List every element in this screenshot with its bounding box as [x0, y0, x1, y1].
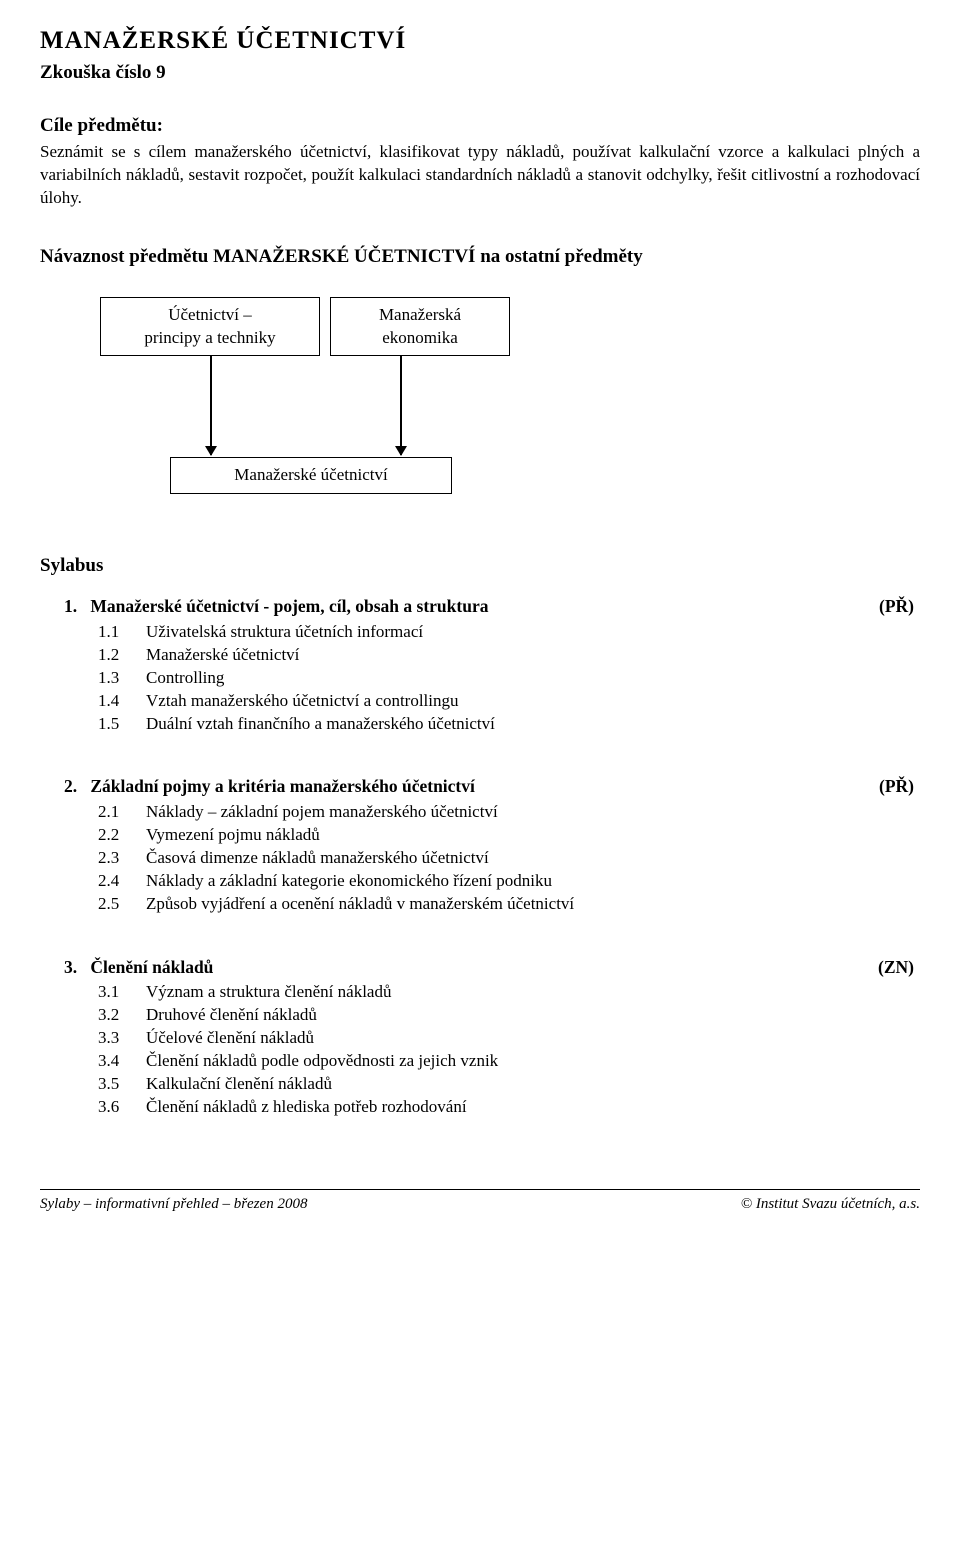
sylabus-subitem-num: 2.4 — [98, 870, 146, 893]
sylabus-section-tag: (ZN) — [878, 956, 920, 980]
diagram-node-b-line2: ekonomika — [382, 328, 458, 347]
sylabus-subitem-text: Druhové členění nákladů — [146, 1004, 920, 1027]
sylabus-subitem-text: Kalkulační členění nákladů — [146, 1073, 920, 1096]
sylabus-subitem-num: 3.4 — [98, 1050, 146, 1073]
sylabus-section-head: 2. Základní pojmy a kritéria manažerskéh… — [64, 775, 920, 799]
diagram-node-b: Manažerská ekonomika — [330, 297, 510, 355]
sylabus-section-num: 2. — [64, 775, 86, 799]
footer-left: Sylaby – informativní přehled – březen 2… — [40, 1194, 307, 1214]
sylabus-section-tag: (PŘ) — [879, 595, 920, 619]
nav-diagram: Účetnictví – principy a techniky Manažer… — [100, 297, 700, 507]
sylabus-subitem-text: Vztah manažerského účetnictví a controll… — [146, 690, 920, 713]
nav-heading: Návaznost předmětu MANAŽERSKÉ ÚČETNICTVÍ… — [40, 244, 920, 270]
sylabus-subitem-text: Controlling — [146, 667, 920, 690]
sylabus-subitem-num: 3.1 — [98, 981, 146, 1004]
sylabus-subitem: 3.2Druhové členění nákladů — [98, 1004, 920, 1027]
sylabus-subitem-num: 1.3 — [98, 667, 146, 690]
sylabus-subitem-text: Časová dimenze nákladů manažerského účet… — [146, 847, 920, 870]
sylabus-section-head: 3. Členění nákladů (ZN) — [64, 956, 920, 980]
sylabus-container: 1. Manažerské účetnictví - pojem, cíl, o… — [40, 595, 920, 1119]
sylabus-section-num: 3. — [64, 956, 86, 980]
sylabus-section: 3. Členění nákladů(ZN)3.1Význam a strukt… — [64, 956, 920, 1119]
sylabus-heading: Sylabus — [40, 553, 920, 579]
sylabus-subitem-num: 1.4 — [98, 690, 146, 713]
sylabus-section-title: Členění nákladů — [90, 957, 213, 977]
sylabus-subitem-num: 3.2 — [98, 1004, 146, 1027]
page-title: MANAŽERSKÉ ÚČETNICTVÍ — [40, 24, 920, 58]
sylabus-subitem: 1.4Vztah manažerského účetnictví a contr… — [98, 690, 920, 713]
sylabus-subitem-num: 2.2 — [98, 824, 146, 847]
sylabus-subitem: 3.4Členění nákladů podle odpovědnosti za… — [98, 1050, 920, 1073]
diagram-arrow-b — [400, 355, 402, 455]
footer-right: © Institut Svazu účetních, a.s. — [741, 1194, 920, 1214]
sylabus-subitem-num: 3.6 — [98, 1096, 146, 1119]
sylabus-subitem: 1.2Manažerské účetnictví — [98, 644, 920, 667]
sylabus-subitem-text: Uživatelská struktura účetních informací — [146, 621, 920, 644]
sylabus-section: 1. Manažerské účetnictví - pojem, cíl, o… — [64, 595, 920, 735]
sylabus-subitem-num: 2.1 — [98, 801, 146, 824]
sylabus-section-num: 1. — [64, 595, 86, 619]
diagram-node-b-line1: Manažerská — [379, 305, 461, 324]
sylabus-subitem-text: Význam a struktura členění nákladů — [146, 981, 920, 1004]
page-subtitle: Zkouška číslo 9 — [40, 60, 920, 86]
sylabus-section-title: Manažerské účetnictví - pojem, cíl, obsa… — [90, 596, 488, 616]
sylabus-section-title-wrap: 2. Základní pojmy a kritéria manažerskéh… — [64, 775, 475, 799]
sylabus-subitem: 1.5Duální vztah finančního a manažerskéh… — [98, 713, 920, 736]
sylabus-section: 2. Základní pojmy a kritéria manažerskéh… — [64, 775, 920, 915]
sylabus-subitem: 3.5Kalkulační členění nákladů — [98, 1073, 920, 1096]
sylabus-subitem-text: Způsob vyjádření a ocenění nákladů v man… — [146, 893, 920, 916]
sylabus-section-tag: (PŘ) — [879, 775, 920, 799]
page-footer: Sylaby – informativní přehled – březen 2… — [40, 1189, 920, 1214]
diagram-node-c: Manažerské účetnictví — [170, 457, 452, 493]
sylabus-subitem-text: Náklady – základní pojem manažerského úč… — [146, 801, 920, 824]
sylabus-section-title-wrap: 1. Manažerské účetnictví - pojem, cíl, o… — [64, 595, 488, 619]
sylabus-subitem: 3.1Význam a struktura členění nákladů — [98, 981, 920, 1004]
sylabus-subitem: 2.1Náklady – základní pojem manažerského… — [98, 801, 920, 824]
sylabus-subitem: 3.6Členění nákladů z hlediska potřeb roz… — [98, 1096, 920, 1119]
sylabus-section-title-wrap: 3. Členění nákladů — [64, 956, 213, 980]
sylabus-subitem-num: 2.5 — [98, 893, 146, 916]
sylabus-subitem-num: 1.1 — [98, 621, 146, 644]
sylabus-subitem: 1.3Controlling — [98, 667, 920, 690]
sylabus-subitem: 2.5Způsob vyjádření a ocenění nákladů v … — [98, 893, 920, 916]
sylabus-section-title: Základní pojmy a kritéria manažerského ú… — [90, 776, 475, 796]
sylabus-subitem: 2.4Náklady a základní kategorie ekonomic… — [98, 870, 920, 893]
diagram-node-a-line2: principy a techniky — [144, 328, 275, 347]
sylabus-subitem-text: Náklady a základní kategorie ekonomickéh… — [146, 870, 920, 893]
goals-text: Seznámit se s cílem manažerského účetnic… — [40, 141, 920, 210]
sylabus-subitem-text: Duální vztah finančního a manažerského ú… — [146, 713, 920, 736]
sylabus-subitem-num: 2.3 — [98, 847, 146, 870]
goals-heading: Cíle předmětu: — [40, 113, 920, 139]
sylabus-subitem-num: 3.3 — [98, 1027, 146, 1050]
diagram-arrow-a — [210, 355, 212, 455]
sylabus-subitem: 3.3Účelové členění nákladů — [98, 1027, 920, 1050]
sylabus-subitem-num: 3.5 — [98, 1073, 146, 1096]
diagram-node-a: Účetnictví – principy a techniky — [100, 297, 320, 355]
sylabus-subitem-text: Účelové členění nákladů — [146, 1027, 920, 1050]
sylabus-subitem: 2.2Vymezení pojmu nákladů — [98, 824, 920, 847]
sylabus-subitem: 1.1Uživatelská struktura účetních inform… — [98, 621, 920, 644]
sylabus-subitem-text: Členění nákladů podle odpovědnosti za je… — [146, 1050, 920, 1073]
sylabus-subitem: 2.3Časová dimenze nákladů manažerského ú… — [98, 847, 920, 870]
sylabus-subitem-text: Vymezení pojmu nákladů — [146, 824, 920, 847]
sylabus-subitem-text: Manažerské účetnictví — [146, 644, 920, 667]
sylabus-section-head: 1. Manažerské účetnictví - pojem, cíl, o… — [64, 595, 920, 619]
sylabus-subitem-num: 1.5 — [98, 713, 146, 736]
sylabus-subitem-text: Členění nákladů z hlediska potřeb rozhod… — [146, 1096, 920, 1119]
sylabus-subitem-num: 1.2 — [98, 644, 146, 667]
diagram-node-a-line1: Účetnictví – — [168, 305, 252, 324]
